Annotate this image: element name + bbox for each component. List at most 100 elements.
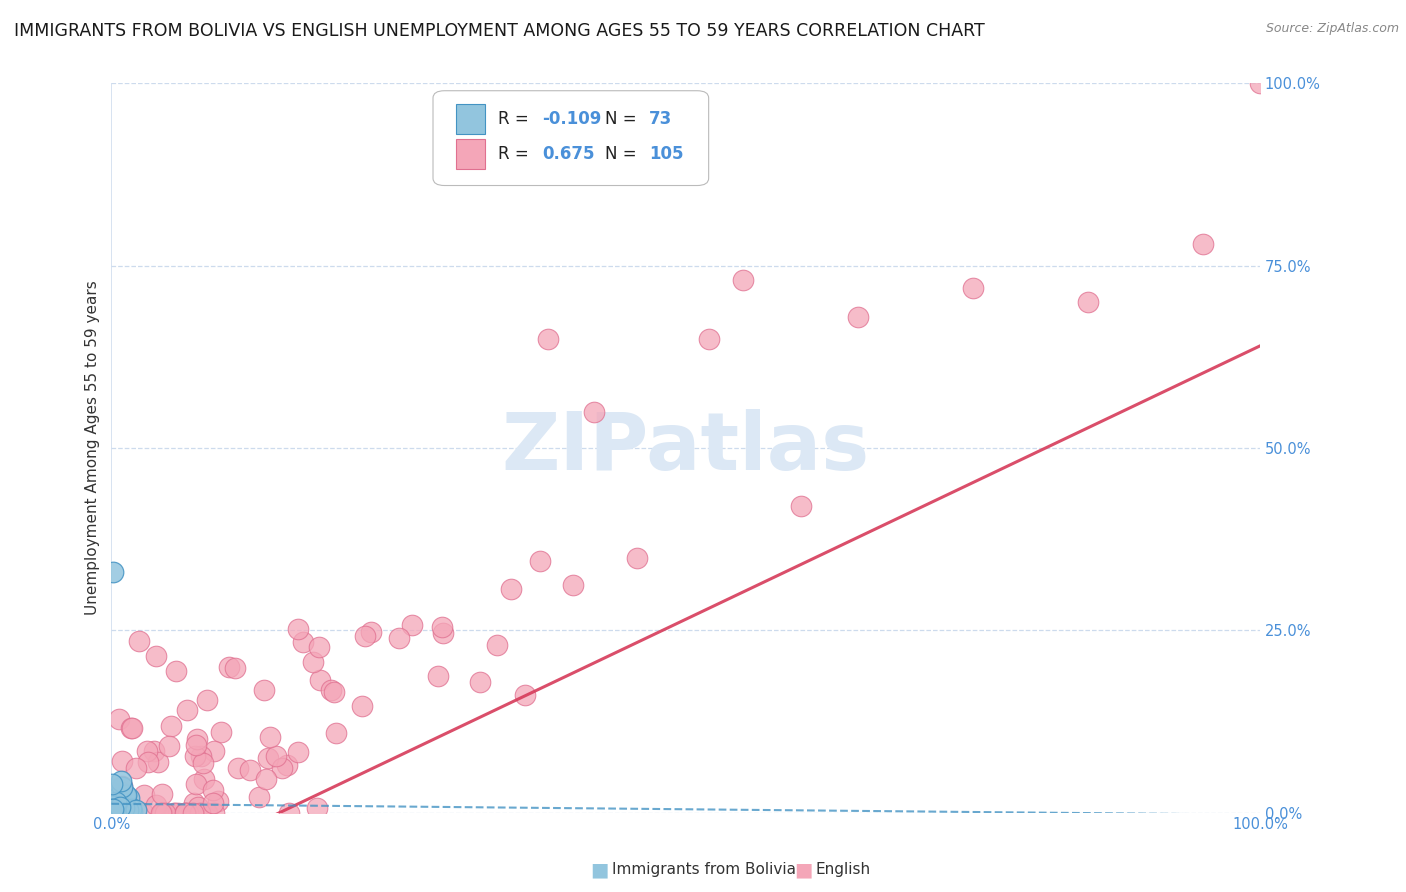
Point xyxy=(128,634,150,648)
Point xyxy=(101,782,124,797)
Point xyxy=(101,805,124,820)
Point xyxy=(103,803,125,817)
Point xyxy=(190,748,212,763)
Point xyxy=(195,692,218,706)
Point xyxy=(114,788,136,802)
Point xyxy=(270,761,292,775)
Text: -0.109: -0.109 xyxy=(543,111,602,128)
Point xyxy=(562,578,585,592)
Point xyxy=(101,786,124,800)
Point xyxy=(100,797,122,811)
Point xyxy=(157,739,180,753)
Point xyxy=(287,622,309,636)
Point xyxy=(101,802,124,816)
Point xyxy=(103,802,125,816)
Text: ■: ■ xyxy=(591,860,609,880)
Point xyxy=(105,805,128,820)
Point xyxy=(191,756,214,770)
Point xyxy=(174,805,197,820)
Point xyxy=(110,800,132,814)
Point xyxy=(120,801,142,815)
Point xyxy=(152,805,174,820)
Point xyxy=(101,565,124,579)
Point xyxy=(115,789,138,803)
Point xyxy=(132,805,155,820)
Point xyxy=(134,788,156,802)
Point xyxy=(104,791,127,805)
Point xyxy=(259,730,281,744)
Point xyxy=(486,638,509,652)
Point xyxy=(101,794,124,808)
Point xyxy=(103,799,125,814)
Point xyxy=(195,805,218,820)
Point xyxy=(105,794,128,808)
Point xyxy=(537,332,560,346)
Point xyxy=(253,682,276,697)
Point xyxy=(108,795,131,809)
Point xyxy=(110,780,132,795)
Text: 73: 73 xyxy=(650,111,672,128)
Point xyxy=(247,789,270,804)
Point xyxy=(239,763,262,777)
Point xyxy=(101,799,124,814)
Point xyxy=(148,755,170,769)
Point xyxy=(254,772,277,786)
Point xyxy=(104,791,127,805)
Point xyxy=(107,797,129,811)
Point xyxy=(432,625,454,640)
Point xyxy=(302,656,325,670)
Point xyxy=(108,799,131,814)
Point xyxy=(120,721,142,735)
Point xyxy=(111,802,134,816)
Point xyxy=(110,793,132,807)
Point xyxy=(107,803,129,817)
Text: 105: 105 xyxy=(650,145,683,163)
Point xyxy=(101,797,124,811)
Point xyxy=(426,669,449,683)
Point xyxy=(529,553,551,567)
Point xyxy=(1249,77,1271,91)
Point xyxy=(112,800,135,814)
Point xyxy=(103,805,125,819)
Point xyxy=(104,804,127,818)
Point xyxy=(100,802,122,816)
Point xyxy=(150,787,173,801)
Point xyxy=(1191,236,1213,251)
Text: Immigrants from Bolivia: Immigrants from Bolivia xyxy=(612,863,796,877)
Point xyxy=(120,805,142,820)
Bar xyxy=(456,103,485,135)
Point xyxy=(176,703,198,717)
Point xyxy=(582,404,605,418)
Point xyxy=(277,805,299,820)
Point xyxy=(101,791,124,805)
Point xyxy=(322,685,344,699)
Point xyxy=(103,799,125,814)
Point xyxy=(360,624,382,639)
Point xyxy=(962,280,984,294)
Point xyxy=(846,310,869,324)
Point xyxy=(101,805,124,820)
Point xyxy=(111,805,134,819)
Point xyxy=(121,802,143,816)
Point xyxy=(104,799,127,814)
Text: R =: R = xyxy=(499,111,534,128)
Point xyxy=(105,802,128,816)
Text: 0.675: 0.675 xyxy=(543,145,595,163)
Point xyxy=(160,719,183,733)
Point xyxy=(209,725,232,739)
Text: N =: N = xyxy=(606,145,643,163)
Text: ■: ■ xyxy=(794,860,813,880)
Point xyxy=(136,744,159,758)
Point xyxy=(276,758,298,772)
Point xyxy=(174,805,197,820)
Point xyxy=(308,640,330,655)
Point xyxy=(101,805,124,820)
Point xyxy=(145,649,167,664)
Point xyxy=(111,754,134,768)
Point xyxy=(108,805,131,819)
Point xyxy=(470,675,492,690)
Point xyxy=(114,805,136,820)
Point xyxy=(186,732,208,747)
Point xyxy=(186,738,208,752)
Point xyxy=(145,797,167,812)
